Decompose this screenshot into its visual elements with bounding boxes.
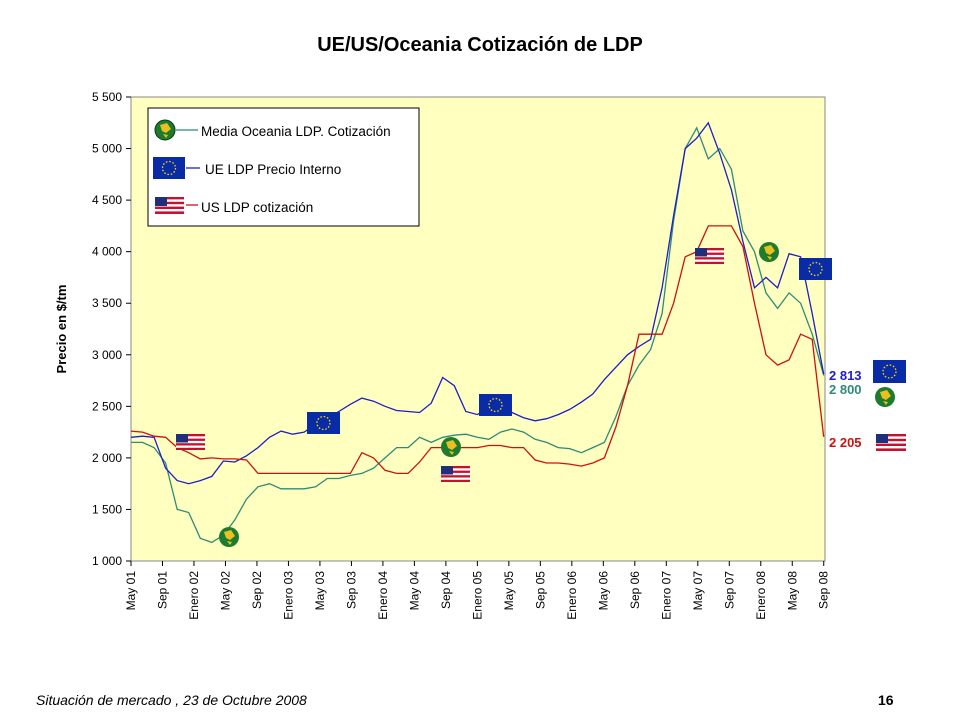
x-tick-label: Sep 05 (533, 571, 547, 609)
end-label-oceania: 2 800 (829, 382, 862, 397)
globe-icon (219, 527, 239, 547)
eu-flag-icon (153, 157, 185, 179)
x-tick-label: Sep 08 (817, 571, 831, 609)
end-label-us: 2 205 (829, 435, 862, 450)
x-tick-label: Sep 04 (439, 571, 453, 609)
x-tick-label: May 03 (313, 571, 327, 611)
us-flag-icon (155, 197, 184, 214)
y-tick-label: 1 500 (92, 502, 122, 516)
y-tick-label: 3 000 (92, 348, 122, 362)
x-tick-label: Enero 07 (659, 571, 673, 620)
x-tick-label: May 02 (218, 571, 232, 611)
us-flag-icon (876, 434, 906, 451)
globe-icon (441, 437, 461, 457)
end-label-eu: 2 813 (829, 368, 862, 383)
chart-title: UE/US/Oceania Cotización de LDP (317, 34, 643, 56)
eu-flag-icon (307, 412, 340, 434)
y-tick-label: 4 500 (92, 193, 122, 207)
y-tick-label: 1 000 (92, 554, 122, 568)
x-tick-label: Sep 02 (250, 571, 264, 609)
globe-icon (759, 242, 779, 262)
us-flag-icon (695, 248, 724, 264)
y-tick-label: 3 500 (92, 296, 122, 310)
x-tick-label: Enero 04 (376, 571, 390, 620)
us-flag-icon (176, 434, 205, 450)
x-tick-label: Sep 07 (722, 571, 736, 609)
x-tick-label: Sep 01 (155, 571, 169, 609)
y-tick-label: 5 500 (92, 90, 122, 104)
y-axis-label: Precio en $/tm (54, 285, 69, 374)
y-tick-label: 2 500 (92, 399, 122, 413)
series-lines (130, 121, 825, 544)
x-tick-label: May 08 (785, 571, 799, 611)
x-tick-label: May 01 (124, 571, 138, 611)
globe-icon (875, 387, 895, 407)
page-number: 16 (878, 692, 894, 708)
x-tick-label: May 05 (502, 571, 516, 611)
x-axis: May 01 Sep 01 Enero 02 May 02 Sep 02 Enero 03… (124, 561, 831, 620)
x-tick-label: Enero 06 (565, 571, 579, 620)
series-line-eu (130, 121, 825, 485)
x-tick-label: Sep 06 (628, 571, 642, 609)
eu-flag-icon (479, 394, 512, 416)
x-tick-label: May 04 (407, 571, 421, 611)
y-axis: 1 000 1 500 2 000 2 500 3 000 3 500 4 000 4 500… (92, 90, 131, 568)
legend: Media Oceania LDP. Cotización UE LDP Pre… (147, 107, 420, 227)
x-tick-label: Enero 08 (754, 571, 768, 620)
x-tick-label: Enero 02 (187, 571, 201, 620)
x-tick-label: May 07 (691, 571, 705, 611)
x-tick-label: Sep 03 (344, 571, 358, 609)
y-tick-label: 4 000 (92, 245, 122, 259)
x-tick-label: Enero 05 (470, 571, 484, 620)
globe-icon (154, 119, 176, 141)
footer-text: Situación de mercado , 23 de Octubre 200… (36, 692, 307, 708)
y-tick-label: 5 000 (92, 142, 122, 156)
legend-label-us: US LDP cotización (201, 200, 313, 215)
legend-label-oceania: Media Oceania LDP. Cotización (201, 124, 391, 139)
x-tick-label: May 06 (596, 571, 610, 611)
us-flag-icon (441, 466, 470, 482)
series-line-us (130, 225, 825, 475)
y-tick-label: 2 000 (92, 451, 122, 465)
eu-flag-icon (799, 258, 832, 280)
x-tick-label: Enero 03 (281, 571, 295, 620)
series-line-oceania (131, 126, 825, 544)
eu-flag-icon (873, 360, 906, 383)
legend-label-eu: UE LDP Precio Interno (205, 162, 341, 177)
legend-box (147, 107, 420, 227)
